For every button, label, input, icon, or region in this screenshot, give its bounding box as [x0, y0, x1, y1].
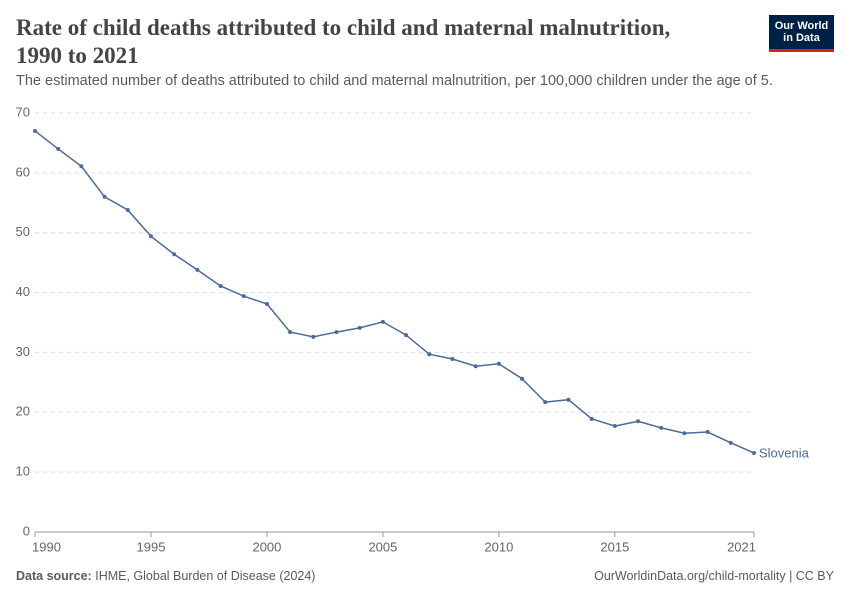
point [79, 164, 84, 169]
point [705, 430, 710, 435]
point [288, 330, 293, 335]
x-tick-label: 1995 [137, 539, 166, 554]
point [56, 146, 61, 151]
point [125, 207, 130, 212]
x-tick-label: 1990 [32, 539, 61, 554]
source: Data source: IHME, Global Burden of Dise… [16, 569, 315, 583]
x-tick-label: 2021 [727, 539, 756, 554]
point [427, 352, 432, 357]
point [473, 364, 478, 369]
point [682, 431, 687, 436]
y-tick-label: 20 [16, 404, 30, 419]
x-tick-label: 2010 [484, 539, 513, 554]
point [148, 234, 153, 239]
source-text: IHME, Global Burden of Disease (2024) [95, 569, 316, 583]
point [659, 425, 664, 430]
chart-subtitle: The estimated number of deaths attribute… [16, 73, 773, 89]
point [404, 333, 409, 338]
point [102, 194, 107, 199]
point [380, 319, 385, 324]
footer-link[interactable]: OurWorldinData.org/child-mortality | CC … [594, 569, 834, 583]
point [752, 450, 756, 455]
point [612, 424, 617, 429]
point [264, 301, 269, 306]
x-tick-label: 2005 [368, 539, 397, 554]
x-tick-label: 2015 [600, 539, 629, 554]
point [520, 376, 525, 381]
point [172, 252, 177, 257]
y-tick-label: 70 [16, 104, 30, 119]
point [450, 357, 455, 362]
point [241, 294, 246, 299]
line [34, 130, 755, 454]
point [334, 330, 339, 335]
y-tick-label: 60 [16, 164, 30, 179]
source-label: Data source: [16, 569, 92, 583]
point [636, 419, 641, 424]
y-tick-label: 40 [16, 284, 30, 299]
series-label: Slovenia [759, 445, 810, 460]
logo[interactable]: Our World in Data [769, 15, 834, 52]
point [33, 128, 37, 133]
y-tick-label: 10 [16, 464, 30, 479]
logo-line: in Data [783, 32, 820, 44]
point [311, 334, 316, 339]
point [496, 361, 501, 366]
point [218, 283, 223, 288]
logo-line: Our World [774, 20, 829, 32]
point [589, 416, 594, 421]
point [357, 325, 362, 330]
point [566, 397, 571, 402]
chart-title: Rate of child deaths attributed to child… [16, 15, 671, 68]
point [543, 400, 548, 405]
point [195, 267, 200, 272]
y-tick-label: 50 [16, 224, 30, 239]
x-tick-label: 2000 [252, 539, 281, 554]
y-tick-label: 30 [16, 344, 30, 359]
y-tick-label: 0 [23, 523, 30, 538]
point [728, 440, 733, 445]
